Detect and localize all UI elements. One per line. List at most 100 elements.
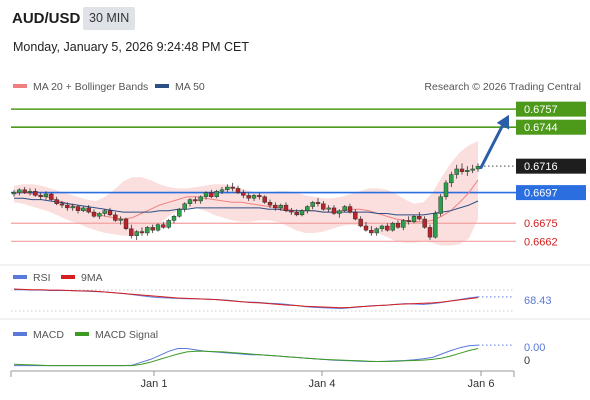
candle-body [310, 202, 315, 207]
candle-body [337, 210, 342, 214]
candle-body [235, 188, 241, 193]
candle [70, 203, 75, 211]
level-badge-resistance-1 [516, 119, 586, 135]
candle [385, 223, 390, 232]
candle-body [443, 182, 449, 197]
candle [465, 166, 470, 176]
candle [278, 203, 283, 211]
candle-body [331, 207, 337, 214]
candle-body [107, 210, 113, 216]
ma20-legend-swatch [13, 84, 27, 88]
candle [427, 224, 433, 240]
candle [310, 200, 315, 210]
candle-body [33, 191, 38, 196]
candle-body [465, 170, 470, 172]
timeframe-badge[interactable]: 30 MIN [83, 7, 136, 30]
candle [118, 216, 123, 225]
candle-body [17, 189, 22, 193]
candlestick-layer [11, 163, 481, 240]
candle-body [81, 207, 86, 211]
candle [102, 209, 107, 217]
rsi-ma-legend-swatch [61, 275, 75, 279]
candle [123, 217, 129, 231]
candle-body [139, 231, 145, 234]
candle-body [70, 206, 75, 209]
candle [342, 205, 347, 213]
candle-body [246, 195, 251, 199]
candle [246, 192, 251, 201]
symbol-title: AUD/USD [12, 10, 81, 27]
candle [97, 212, 102, 220]
level-badge-resistance-0 [516, 101, 586, 117]
candle [401, 219, 406, 231]
candle [321, 200, 326, 211]
candle-body [177, 209, 182, 217]
candle [369, 226, 374, 236]
candle-body [155, 224, 161, 231]
candle [289, 207, 294, 215]
candle-body [395, 223, 401, 228]
candle [257, 192, 262, 200]
candle [182, 202, 187, 213]
level-lines [11, 108, 516, 242]
macd-value-label: 0.00 [524, 342, 545, 354]
macd-legend-swatch [13, 332, 27, 336]
candle [438, 194, 443, 217]
candle [283, 202, 289, 213]
macd-layer [13, 344, 514, 367]
candle-body [166, 220, 171, 228]
last-price-label: 0.6716 [524, 161, 558, 173]
candle-body [374, 228, 379, 234]
credit-text: Research © 2026 Trading Central [424, 81, 581, 93]
candle-body [241, 192, 246, 196]
candle-body [225, 186, 230, 191]
macd-legend: MACD MACD Signal [13, 329, 158, 341]
candle [241, 189, 246, 199]
candle-body [449, 174, 454, 184]
candle [422, 216, 427, 229]
candle-body [182, 203, 187, 210]
candle-body [59, 203, 65, 206]
candle-body [38, 195, 43, 197]
candle-body [427, 227, 433, 238]
rsi-layer [11, 288, 514, 312]
candle [113, 212, 118, 222]
candle [294, 209, 299, 217]
candle [273, 202, 278, 211]
candle-body [118, 218, 123, 221]
candle-body [422, 218, 427, 228]
candle [219, 187, 225, 194]
candle-body [43, 193, 49, 197]
candle-body [353, 211, 358, 220]
rsi-legend: RSI 9MA [13, 272, 103, 284]
ma50-line [14, 197, 479, 216]
candle [209, 189, 214, 199]
candle-body [129, 228, 134, 236]
candle-body [134, 231, 139, 236]
candle-body [187, 199, 193, 204]
candle-body [438, 196, 443, 214]
candle-body [102, 210, 107, 214]
candle-body [363, 225, 369, 231]
candle [145, 226, 150, 236]
rsi-series-0 [14, 289, 479, 309]
candle [411, 214, 417, 224]
macd-series-1 [13, 348, 479, 367]
candle [326, 205, 331, 213]
candle [17, 188, 22, 196]
x-tick-label: Jan 1 [141, 378, 168, 390]
level-label-pivot-2: 0.6697 [524, 188, 558, 200]
candle-body [54, 199, 59, 204]
candle [443, 180, 449, 200]
x-tick-label: Jan 6 [468, 378, 495, 390]
candle [251, 194, 257, 201]
candle-body [161, 224, 166, 228]
candle [193, 196, 198, 204]
candle-body [193, 199, 198, 202]
candle [81, 206, 86, 213]
macd-series-0 [14, 344, 479, 367]
candle [379, 224, 385, 232]
level-label-resistance-0: 0.6757 [524, 104, 558, 116]
candle-body [326, 207, 331, 210]
candle-body [209, 192, 214, 197]
